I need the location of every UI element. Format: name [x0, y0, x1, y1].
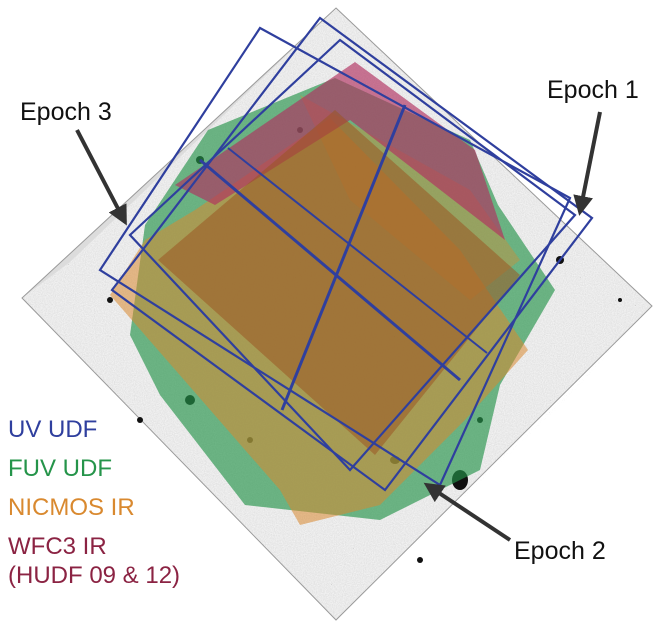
- legend-fuv-udf: FUV UDF: [8, 455, 112, 482]
- uv-chip-gap-c: [280, 104, 407, 411]
- legend-uv-udf: UV UDF: [8, 416, 98, 443]
- uv-chip-gap-b: [227, 147, 488, 354]
- legend-nicmos-ir: NICMOS IR: [8, 494, 135, 521]
- overlap-region: [158, 110, 520, 455]
- uv-epoch1-outline: [110, 16, 594, 492]
- annotation-arrows: [75, 111, 602, 542]
- wfc3-ir-footprint: [175, 62, 505, 240]
- epoch2-label: Epoch 2: [514, 537, 606, 565]
- legend-wfc3-ir-sub: (HUDF 09 & 12): [8, 562, 181, 589]
- epoch2-arrow: [423, 482, 512, 542]
- uv-chip-gap-a: [199, 158, 461, 382]
- epoch3-label: Epoch 3: [20, 98, 112, 126]
- uv-epoch3-outline: [128, 38, 577, 472]
- epoch3-arrow: [75, 129, 127, 226]
- epoch1-arrow: [573, 111, 602, 216]
- epoch1-label: Epoch 1: [547, 76, 639, 104]
- legend-wfc3-ir: WFC3 IR: [8, 533, 107, 560]
- legend: UV UDF FUV UDF NICMOS IR WFC3 IR (HUDF 0…: [8, 415, 180, 590]
